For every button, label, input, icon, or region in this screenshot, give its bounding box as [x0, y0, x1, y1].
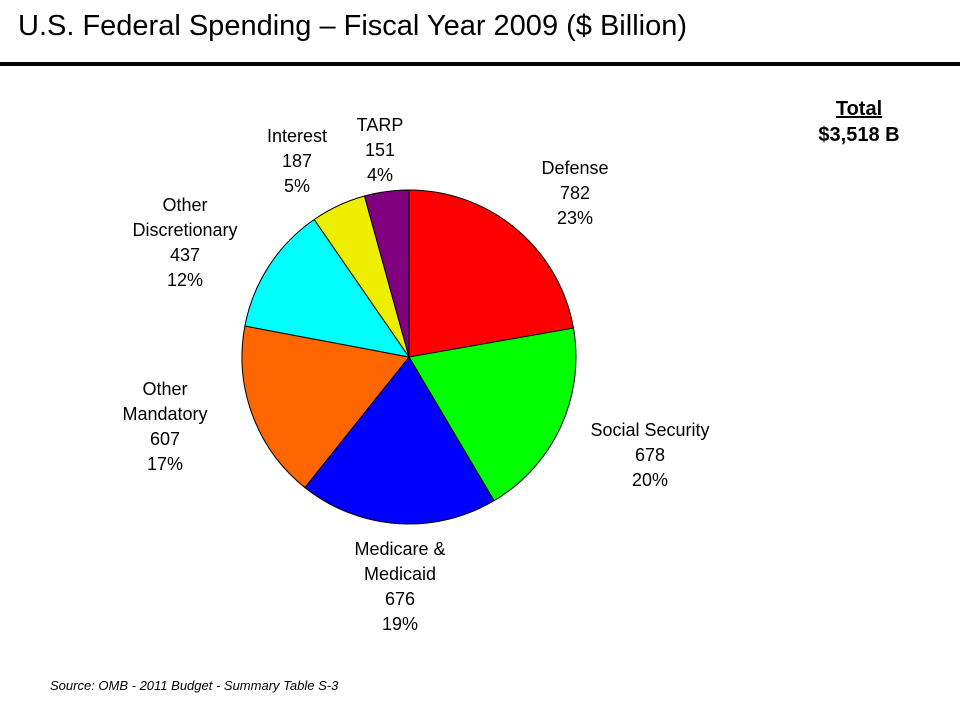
- slice-value-defense: 782: [559, 183, 591, 203]
- slice-value-interest: 187: [281, 151, 313, 171]
- slice-name-social-security: Social Security: [590, 420, 710, 440]
- source-note: Source: OMB - 2011 Budget - Summary Tabl…: [50, 678, 339, 693]
- slice-percent-interest: 5%: [283, 176, 310, 196]
- slice-name-defense: Defense: [541, 158, 609, 178]
- slice-label-tarp: TARP 151 4%: [340, 113, 420, 188]
- slice-label-social-security: Social Security 678 20%: [570, 418, 730, 493]
- chart-title: U.S. Federal Spending – Fiscal Year 2009…: [18, 10, 687, 42]
- slice-label-other-mandatory: Other Mandatory 607 17%: [95, 377, 235, 477]
- pie-slice-defense: [408, 189, 575, 358]
- slice-label-defense: Defense 782 23%: [505, 156, 645, 231]
- slice-percent-medicare-medicaid: 19%: [381, 614, 419, 634]
- slice-percent-other-discretionary: 12%: [166, 270, 204, 290]
- slice-value-other-discretionary: 437: [169, 245, 201, 265]
- slice-percent-other-mandatory: 17%: [146, 454, 184, 474]
- pie-slice-medicare-medicaid: [304, 356, 495, 525]
- slice-value-tarp: 151: [364, 140, 396, 160]
- slice-label-medicare-medicaid: Medicare & Medicaid 676 19%: [330, 537, 470, 637]
- slice-percent-social-security: 20%: [631, 470, 669, 490]
- total-box: Total $3,518 B: [800, 96, 918, 148]
- slice-name-medicare-medicaid: Medicare & Medicaid: [354, 539, 446, 584]
- slice-value-medicare-medicaid: 676: [384, 589, 416, 609]
- slice-label-other-discretionary: Other Discretionary 437 12%: [105, 193, 265, 293]
- slice-value-other-mandatory: 607: [149, 429, 181, 449]
- slice-name-interest: Interest: [266, 126, 328, 146]
- pie-slice-other-discretionary: [244, 218, 411, 358]
- slice-name-tarp: TARP: [356, 115, 404, 135]
- total-label: Total: [835, 98, 883, 120]
- slice-percent-tarp: 4%: [366, 165, 393, 185]
- total-value: $3,518 B: [818, 124, 900, 146]
- slice-percent-defense: 23%: [556, 208, 594, 228]
- pie-slice-other-mandatory: [241, 325, 410, 489]
- slice-label-interest: Interest 187 5%: [257, 124, 337, 199]
- slice-name-other-mandatory: Other Mandatory: [122, 379, 208, 424]
- slice-value-social-security: 678: [634, 445, 666, 465]
- pie-slice-tarp: [363, 189, 410, 358]
- pie-slice-social-security: [408, 327, 577, 502]
- title-divider: [0, 62, 960, 66]
- slice-name-other-discretionary: Other Discretionary: [132, 195, 238, 240]
